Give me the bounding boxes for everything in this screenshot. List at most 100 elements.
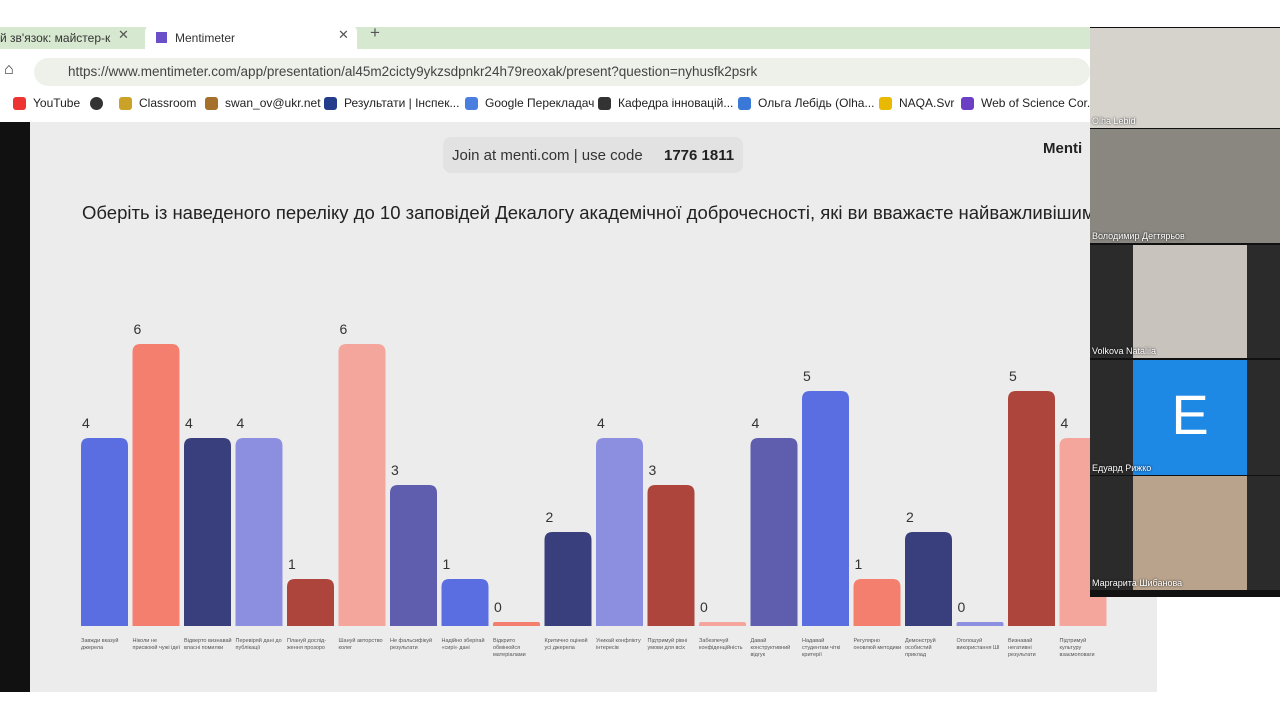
value-label: 3	[649, 462, 657, 478]
category-label: Ніколи не присвоюй чужі ідеї	[132, 638, 181, 651]
bookmark[interactable]: NAQA.Svr	[899, 96, 955, 110]
bar	[853, 579, 901, 626]
new-tab[interactable]: +	[370, 23, 380, 42]
category-label: Регулярно оновлюй методики	[853, 638, 902, 651]
bookmark-icon[interactable]	[90, 97, 103, 110]
home-button[interactable]: ⌂	[4, 61, 14, 78]
bar	[1008, 391, 1055, 626]
category-label: Критично оцінюй усі джерела	[544, 638, 588, 651]
value-label: 5	[803, 368, 811, 384]
bar	[493, 622, 540, 626]
bar	[132, 344, 180, 626]
bar	[956, 622, 1004, 626]
bar	[81, 438, 128, 626]
category-label: Оголошуй використання ШІ	[956, 638, 1000, 651]
bookmark-icon	[119, 97, 132, 110]
bar	[544, 532, 592, 626]
tab[interactable]: й зв'язок: майстер-к	[0, 31, 111, 45]
participant-name: Olha Lebid	[1092, 116, 1136, 126]
active-tab[interactable]	[145, 24, 357, 49]
value-label: 4	[1061, 415, 1069, 431]
question: Оберіть із наведеного переліку до 10 зап…	[82, 202, 1090, 223]
bar	[390, 485, 437, 626]
bookmark[interactable]: Результати | Інспек...	[344, 96, 460, 110]
category-label: Перевіряй дані до публікації	[235, 638, 282, 651]
category-label: Уникай конфлікту інтересів	[596, 638, 641, 651]
bookmark[interactable]: YouTube	[33, 96, 81, 110]
video-feed: E	[1133, 360, 1247, 475]
value-label: 4	[185, 415, 193, 431]
bookmark-icon	[879, 97, 892, 110]
bookmark[interactable]: Кафедра інновацій...	[618, 96, 734, 110]
category-label: Відверто визнавай власні помилки	[184, 638, 232, 651]
join-text: Join at menti.com | use code	[452, 147, 643, 164]
bar	[647, 485, 695, 626]
bookmark-icon	[738, 97, 751, 110]
value-label: 1	[855, 556, 863, 572]
value-label: 0	[700, 599, 708, 615]
bar	[802, 391, 849, 626]
video-tile: Маргарита Шибанова	[1090, 476, 1280, 590]
bar	[184, 438, 231, 626]
bar	[750, 438, 798, 626]
category-label: Демонструй особистий приклад	[905, 638, 936, 658]
tab-close[interactable]: ✕	[118, 27, 129, 42]
category-label: Відкрито обмінюйся матеріалами	[493, 638, 526, 658]
bookmark-icon	[205, 97, 218, 110]
video-tile: Volkova Nataliia	[1090, 245, 1280, 358]
value-label: 4	[752, 415, 760, 431]
category-label: Не фальсифікуй результати	[390, 638, 433, 651]
video-feed	[1090, 129, 1280, 243]
avatar-letter: E	[1171, 383, 1209, 446]
join-code: 1776 1811	[664, 147, 735, 164]
category-label: Забезпечуй конфіденційність	[699, 638, 743, 651]
value-label: 4	[597, 415, 605, 431]
url: https://www.mentimeter.com/app/presentat…	[68, 64, 758, 79]
bookmark[interactable]: Google Перекладач	[485, 96, 595, 110]
value-label: 3	[391, 462, 399, 478]
video-tile: Володимир Дегтярьов	[1090, 129, 1280, 243]
address-bar[interactable]	[34, 58, 1090, 86]
video-feed	[1090, 28, 1280, 128]
bookmark-icon	[598, 97, 611, 110]
bookmark[interactable]: Ольга Лебідь (Olha...	[758, 96, 875, 110]
category-label: Підтримуй рівні умови для всіх	[647, 638, 688, 651]
video-feed	[1133, 476, 1247, 590]
bookmark-icon	[961, 97, 974, 110]
bookmark[interactable]: swan_ov@ukr.net	[225, 96, 321, 110]
chart: 4 6 4 4 1 6 3 1 0 2 4 3 0 4 5 1 2 0 5 4	[81, 321, 1107, 626]
value-label: 4	[82, 415, 90, 431]
value-label: 6	[340, 321, 348, 337]
bar	[441, 579, 489, 626]
join-box	[443, 137, 743, 173]
value-label: 1	[288, 556, 296, 572]
bar	[905, 532, 952, 626]
logo: Menti	[1043, 140, 1083, 157]
bar	[235, 438, 283, 626]
category-label: Надійно зберігай «сирі» дані	[441, 638, 485, 651]
bookmark-icon	[465, 97, 478, 110]
bar	[338, 344, 386, 626]
bookmark-icon	[13, 97, 26, 110]
value-label: 0	[494, 599, 502, 615]
category-label: Давай конструктивний відгук	[750, 638, 791, 658]
tab[interactable]: Mentimeter	[175, 31, 236, 45]
video-feed	[1133, 245, 1247, 358]
bookmark[interactable]: Classroom	[139, 96, 197, 110]
participant-name: Володимир Дегтярьов	[1092, 231, 1185, 241]
category-label: Плануй дослід-ження прозоро	[287, 638, 327, 651]
category-label: Надавай студентам чіткі критерії	[802, 638, 841, 658]
bookmark[interactable]: Web of Science Cor...	[981, 96, 1097, 110]
value-label: 6	[134, 321, 142, 337]
bookmark-icon	[324, 97, 337, 110]
participant-name: Volkova Nataliia	[1092, 346, 1157, 356]
value-label: 5	[1009, 368, 1017, 384]
value-label: 4	[237, 415, 245, 431]
tab-close[interactable]: ✕	[338, 27, 349, 42]
video-tile: E Едуард Рижко	[1090, 360, 1280, 475]
category-label: Шануй авторство колег	[338, 638, 383, 651]
category-label: Визнавай негативні результати	[1008, 638, 1036, 658]
value-label: 0	[958, 599, 966, 615]
category-label: Підтримуй культуру взаємоповаги	[1059, 638, 1095, 658]
